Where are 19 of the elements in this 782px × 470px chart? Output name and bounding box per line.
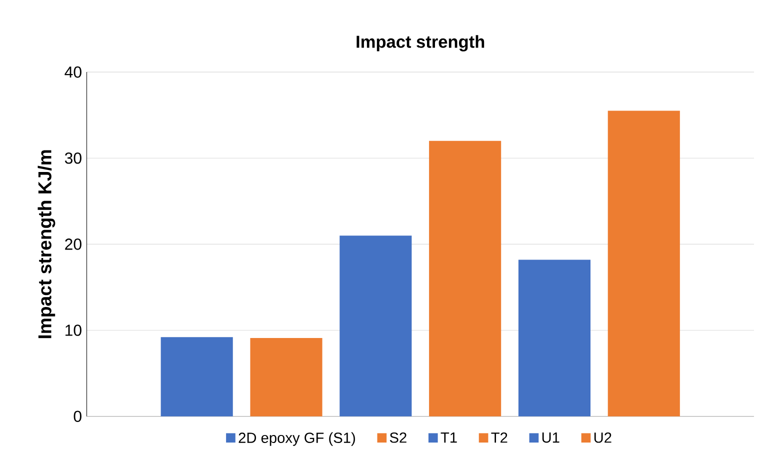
bar [160,337,233,416]
y-tick-label: 40 [64,66,82,78]
bar [518,260,590,416]
legend-label: T1 [440,432,457,443]
bar [429,141,502,416]
y-tick-label: 10 [66,324,82,336]
y-tick-label: 20 [65,238,82,250]
chart-title: Impact strength [356,35,484,52]
legend-label: T2 [491,432,508,443]
bar [608,110,680,416]
legend-label: S2 [390,432,406,443]
legend-label: U1 [542,432,560,443]
y-axis-title: Impact strength KJ/m [38,150,56,338]
y-tick-label: 0 [74,410,82,422]
bar [250,338,322,416]
y-tick-label: 30 [64,152,82,164]
legend-label: 2D epoxy GF (S1) [238,432,355,446]
legend-label: U2 [594,432,612,443]
bar [340,236,412,416]
